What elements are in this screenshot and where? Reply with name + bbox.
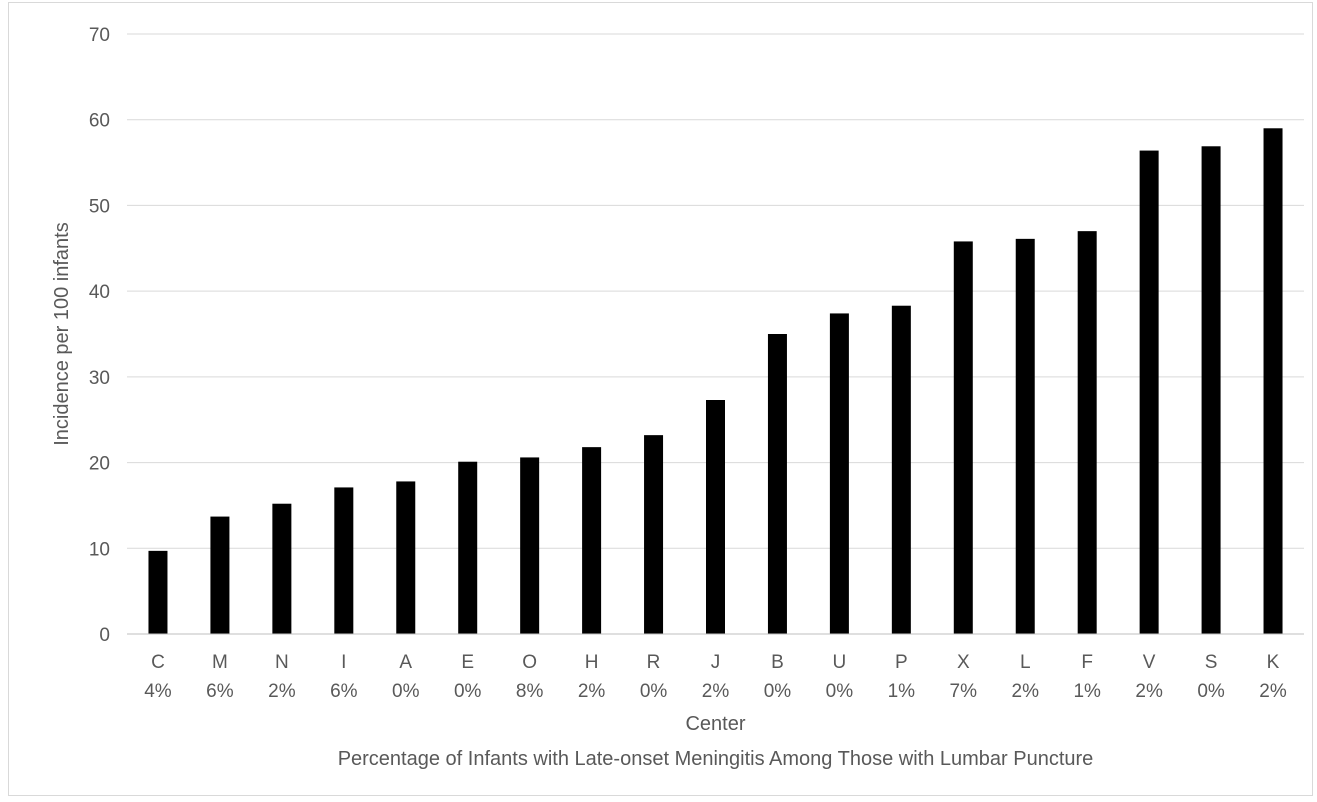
- x-category-label: A: [399, 652, 412, 673]
- x-percentage-label: 6%: [206, 681, 234, 702]
- bar-m: [210, 516, 230, 634]
- bar-a: [396, 481, 416, 634]
- x-category-label: L: [1020, 652, 1031, 673]
- bar-b: [767, 334, 787, 634]
- x-percentage-label: 2%: [1135, 681, 1163, 702]
- x-percentage-label: 2%: [578, 681, 606, 702]
- y-tick-label: 30: [89, 368, 110, 389]
- bar-n: [272, 503, 292, 634]
- bar-c: [148, 550, 168, 634]
- bar-u: [829, 313, 849, 634]
- bar-p: [891, 305, 911, 634]
- x-category-label: X: [957, 652, 970, 673]
- y-axis-title: Incidence per 100 infants: [51, 222, 73, 446]
- bar-s: [1201, 146, 1221, 635]
- x-category-label: F: [1081, 652, 1093, 673]
- x-percentage-label: 0%: [454, 681, 482, 702]
- x-category-label: U: [833, 652, 847, 673]
- x-axis-title: Center: [685, 713, 745, 735]
- x-category-label: V: [1143, 652, 1156, 673]
- x-category-label: K: [1267, 652, 1280, 673]
- x-category-label: N: [275, 652, 289, 673]
- x-category-label: M: [212, 652, 228, 673]
- bar-o: [520, 457, 540, 634]
- x-percentage-label: 0%: [392, 681, 420, 702]
- x-category-label: E: [461, 652, 474, 673]
- x-percentage-label: 4%: [144, 681, 172, 702]
- bar-j: [706, 400, 725, 634]
- y-tick-label: 60: [89, 111, 110, 132]
- x-percentage-label: 7%: [950, 681, 978, 702]
- y-tick-label: 50: [89, 196, 110, 217]
- x-axis-category-labels: C 4% M 6% N 2% I 6% A 0% E 0% O 8% H 2% R 0% J 2% B 0% U 0% P 1% X…: [144, 652, 1287, 702]
- x-percentage-label: 1%: [1073, 681, 1101, 702]
- x-category-label: C: [151, 652, 165, 673]
- y-tick-label: 20: [89, 454, 110, 475]
- x-category-label: J: [711, 652, 721, 673]
- y-axis-tick-labels: 0 10 20 30 40 50 60 70: [89, 25, 110, 646]
- bar-k: [1263, 128, 1283, 635]
- y-tick-label: 70: [89, 25, 110, 46]
- bar-x: [953, 241, 973, 634]
- x-percentage-label: 2%: [702, 681, 730, 702]
- bar-r: [644, 435, 664, 634]
- y-tick-label: 40: [89, 282, 110, 303]
- x-percentage-label: 2%: [1259, 681, 1287, 702]
- x-category-label: S: [1205, 652, 1218, 673]
- bar-v: [1139, 150, 1159, 635]
- y-tick-label: 0: [99, 625, 110, 646]
- x-percentage-label: 0%: [640, 681, 668, 702]
- bar-i: [334, 487, 354, 634]
- bar-h: [582, 447, 602, 634]
- x-percentage-label: 8%: [516, 681, 544, 702]
- x-category-label: H: [585, 652, 599, 673]
- x-percentage-label: 0%: [826, 681, 854, 702]
- x-category-label: O: [522, 652, 537, 673]
- x-percentage-label: 1%: [888, 681, 916, 702]
- x-percentage-label: 2%: [268, 681, 296, 702]
- bar-l: [1015, 238, 1035, 634]
- x-category-label: P: [895, 652, 908, 673]
- x-percentage-label: 0%: [1197, 681, 1225, 702]
- x-category-label: R: [647, 652, 661, 673]
- gridlines: [127, 33, 1304, 549]
- x-percentage-label: 0%: [764, 681, 792, 702]
- bar-e: [458, 461, 478, 634]
- bars: [148, 128, 1283, 635]
- x-percentage-label: 6%: [330, 681, 358, 702]
- x-axis-subtitle: Percentage of Infants with Late-onset Me…: [338, 748, 1094, 770]
- x-category-label: B: [771, 652, 784, 673]
- x-category-label: I: [341, 652, 346, 673]
- bar-f: [1077, 231, 1097, 634]
- y-tick-label: 10: [89, 539, 110, 560]
- x-percentage-label: 2%: [1012, 681, 1040, 702]
